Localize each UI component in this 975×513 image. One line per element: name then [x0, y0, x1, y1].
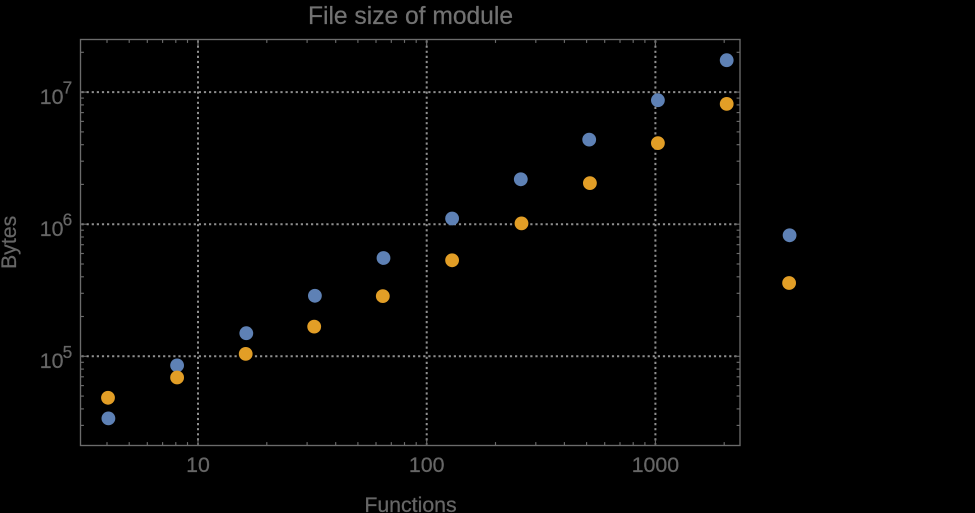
svg-text:10: 10: [186, 453, 210, 477]
svg-text:10: 10: [40, 217, 64, 241]
svg-text:File size of module: File size of module: [308, 3, 513, 30]
svg-text:10: 10: [40, 349, 64, 373]
svg-text:10: 10: [40, 85, 64, 109]
svg-text:7: 7: [63, 78, 73, 98]
svg-text:Functions: Functions: [364, 493, 456, 513]
svg-text:Bytes: Bytes: [0, 216, 21, 269]
svg-text:1000: 1000: [632, 453, 680, 477]
svg-text:6: 6: [63, 210, 73, 230]
svg-text:100: 100: [409, 453, 445, 477]
svg-text:5: 5: [63, 342, 73, 362]
